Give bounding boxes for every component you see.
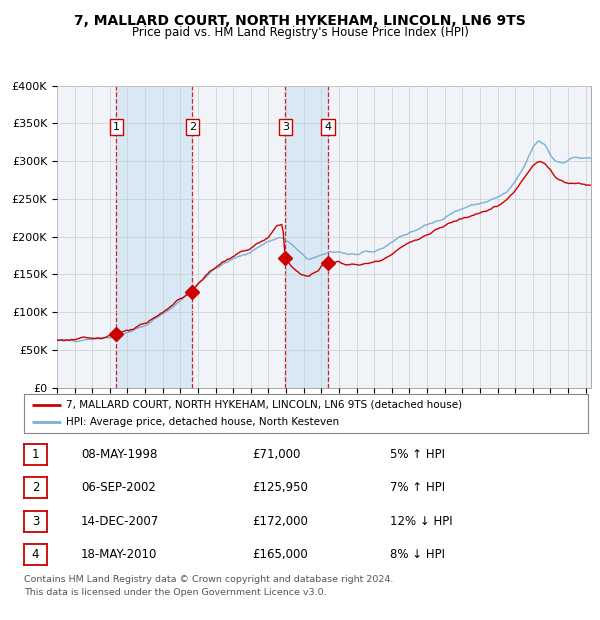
Text: 5% ↑ HPI: 5% ↑ HPI [390, 448, 445, 461]
Text: 8% ↓ HPI: 8% ↓ HPI [390, 549, 445, 561]
Text: 7, MALLARD COURT, NORTH HYKEHAM, LINCOLN, LN6 9TS (detached house): 7, MALLARD COURT, NORTH HYKEHAM, LINCOLN… [66, 400, 463, 410]
Text: 1: 1 [113, 122, 120, 132]
Text: £165,000: £165,000 [252, 549, 308, 561]
Text: 2: 2 [32, 482, 39, 494]
Text: Price paid vs. HM Land Registry's House Price Index (HPI): Price paid vs. HM Land Registry's House … [131, 26, 469, 39]
Text: 1: 1 [32, 448, 39, 461]
Text: 3: 3 [282, 122, 289, 132]
Text: £125,950: £125,950 [252, 482, 308, 494]
Bar [116, 86, 193, 388]
Text: 4: 4 [325, 122, 332, 132]
Text: 7, MALLARD COURT, NORTH HYKEHAM, LINCOLN, LN6 9TS: 7, MALLARD COURT, NORTH HYKEHAM, LINCOLN… [74, 14, 526, 28]
Bar [285, 86, 328, 388]
Text: 18-MAY-2010: 18-MAY-2010 [81, 549, 157, 561]
Text: Contains HM Land Registry data © Crown copyright and database right 2024.: Contains HM Land Registry data © Crown c… [24, 575, 394, 584]
Text: 14-DEC-2007: 14-DEC-2007 [81, 515, 159, 528]
Text: 06-SEP-2002: 06-SEP-2002 [81, 482, 156, 494]
Text: £71,000: £71,000 [252, 448, 301, 461]
Text: 12% ↓ HPI: 12% ↓ HPI [390, 515, 452, 528]
Text: 4: 4 [32, 549, 39, 561]
Text: £172,000: £172,000 [252, 515, 308, 528]
Text: HPI: Average price, detached house, North Kesteven: HPI: Average price, detached house, Nort… [66, 417, 340, 427]
Text: 3: 3 [32, 515, 39, 528]
Text: This data is licensed under the Open Government Licence v3.0.: This data is licensed under the Open Gov… [24, 588, 326, 598]
Text: 2: 2 [189, 122, 196, 132]
Text: 7% ↑ HPI: 7% ↑ HPI [390, 482, 445, 494]
Text: 08-MAY-1998: 08-MAY-1998 [81, 448, 157, 461]
